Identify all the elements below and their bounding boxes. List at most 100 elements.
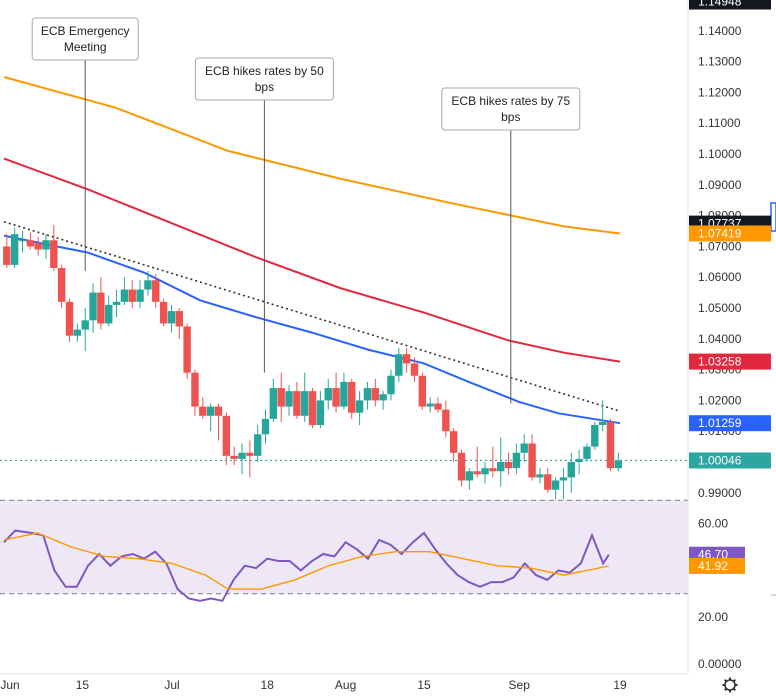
candle[interactable]: [363, 381, 372, 410]
candle[interactable]: [222, 412, 231, 466]
candle[interactable]: [65, 298, 74, 342]
candle[interactable]: [316, 391, 325, 429]
candle[interactable]: [277, 372, 285, 422]
candle[interactable]: [42, 234, 50, 259]
candle[interactable]: [293, 381, 301, 419]
candle[interactable]: [10, 227, 19, 268]
date-tick-label: Aug: [335, 678, 356, 692]
candle[interactable]: [340, 372, 348, 410]
candle-body: [261, 418, 270, 435]
candle[interactable]: [34, 237, 42, 256]
candle[interactable]: [159, 298, 168, 327]
candle[interactable]: [520, 434, 528, 462]
moving-average-line-1: [3, 157, 621, 363]
candle[interactable]: [606, 418, 615, 472]
candle-body: [340, 381, 348, 407]
candle[interactable]: [465, 468, 474, 490]
candle[interactable]: [269, 378, 278, 422]
candle-body: [449, 431, 458, 453]
candle[interactable]: [136, 280, 144, 308]
candle[interactable]: [238, 443, 246, 475]
candle[interactable]: [214, 403, 223, 441]
candle[interactable]: [324, 378, 332, 410]
moving-average-line-0: [3, 76, 621, 235]
candle-body: [18, 240, 27, 242]
candle[interactable]: [57, 264, 66, 308]
candle[interactable]: [199, 397, 207, 419]
candle[interactable]: [457, 449, 466, 487]
candle-body: [308, 391, 317, 426]
candle[interactable]: [230, 446, 238, 466]
price-axis[interactable]: 0.990001.000001.010001.020001.030001.040…: [687, 0, 776, 696]
candle[interactable]: [81, 308, 89, 352]
candle[interactable]: [371, 378, 379, 407]
candle[interactable]: [598, 400, 607, 432]
candle-body: [144, 280, 152, 290]
candle[interactable]: [395, 348, 403, 382]
candle[interactable]: [442, 400, 450, 438]
candle[interactable]: [426, 397, 434, 413]
candle-body: [559, 477, 568, 481]
candle[interactable]: [614, 452, 623, 472]
candle[interactable]: [528, 434, 536, 481]
candle[interactable]: [387, 369, 395, 401]
candle-body: [26, 240, 35, 247]
candle[interactable]: [253, 425, 262, 462]
candle[interactable]: [167, 304, 176, 333]
candle[interactable]: [89, 283, 97, 333]
candle[interactable]: [473, 446, 481, 478]
candle[interactable]: [246, 440, 254, 478]
candle[interactable]: [112, 289, 121, 318]
candle[interactable]: [191, 369, 199, 416]
candle[interactable]: [50, 224, 58, 272]
candle[interactable]: [105, 295, 113, 327]
candle[interactable]: [144, 271, 152, 296]
candle[interactable]: [152, 274, 160, 308]
candle[interactable]: [489, 446, 497, 478]
rsi-tick-label: 0.00000: [698, 657, 742, 671]
candle[interactable]: [379, 391, 387, 410]
candle[interactable]: [308, 388, 317, 429]
candle[interactable]: [120, 277, 129, 305]
candle[interactable]: [73, 323, 82, 342]
candle[interactable]: [544, 468, 552, 493]
candle[interactable]: [434, 397, 442, 413]
candle[interactable]: [418, 372, 427, 410]
candle[interactable]: [285, 385, 293, 416]
candle-body: [112, 301, 121, 305]
candle[interactable]: [497, 437, 505, 487]
candle[interactable]: [512, 443, 521, 475]
candle[interactable]: [175, 308, 183, 339]
candle[interactable]: [504, 452, 513, 475]
candle[interactable]: [355, 391, 364, 426]
gear-icon[interactable]: [722, 677, 738, 693]
candle[interactable]: [536, 468, 544, 484]
candle[interactable]: [332, 372, 340, 413]
candle[interactable]: [410, 357, 419, 382]
candle-body: [199, 406, 207, 416]
candle[interactable]: [551, 477, 560, 499]
candle[interactable]: [591, 421, 599, 450]
candle[interactable]: [402, 348, 411, 373]
candle[interactable]: [26, 232, 35, 250]
candle[interactable]: [128, 280, 136, 308]
candle[interactable]: [261, 409, 270, 444]
candle[interactable]: [575, 449, 583, 475]
candle[interactable]: [481, 462, 489, 484]
candle[interactable]: [449, 428, 458, 462]
candle[interactable]: [583, 443, 591, 462]
date-axis[interactable]: Jun 15 Jul 18 Aug 15 Sep 19: [0, 673, 688, 696]
candle[interactable]: [559, 468, 568, 499]
candle[interactable]: [3, 234, 11, 268]
candle[interactable]: [348, 378, 356, 419]
candle-body: [434, 403, 442, 410]
candle[interactable]: [206, 403, 215, 432]
price-tag-label: 1.00046: [698, 453, 742, 467]
candle[interactable]: [183, 323, 191, 379]
candle[interactable]: [301, 372, 309, 422]
candle[interactable]: [97, 277, 105, 330]
price-tag: 1.01259: [689, 415, 771, 432]
candle[interactable]: [567, 452, 575, 493]
candle[interactable]: [18, 231, 27, 253]
